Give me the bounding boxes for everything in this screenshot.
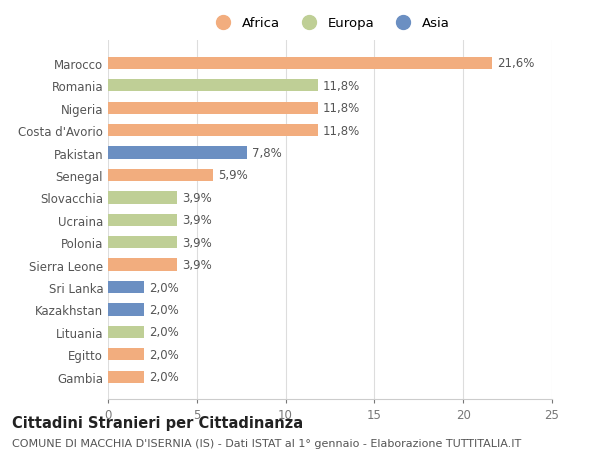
Bar [108,236,177,249]
Bar [108,259,177,271]
Text: 2,0%: 2,0% [149,348,179,361]
Bar [108,348,143,361]
Bar [108,214,177,226]
Text: 5,9%: 5,9% [218,169,248,182]
Bar [108,102,317,115]
Text: 3,9%: 3,9% [182,214,212,227]
Bar [108,304,143,316]
Bar [108,57,491,70]
Text: 21,6%: 21,6% [497,57,535,70]
Legend: Africa, Europa, Asia: Africa, Europa, Asia [205,12,455,36]
Bar [108,281,143,294]
Text: 2,0%: 2,0% [149,303,179,316]
Text: 3,9%: 3,9% [182,236,212,249]
Text: 3,9%: 3,9% [182,191,212,204]
Bar [108,80,317,92]
Text: 11,8%: 11,8% [323,102,360,115]
Text: 2,0%: 2,0% [149,281,179,294]
Text: Cittadini Stranieri per Cittadinanza: Cittadini Stranieri per Cittadinanza [12,415,303,431]
Bar [108,125,317,137]
Text: 7,8%: 7,8% [252,147,281,160]
Text: 2,0%: 2,0% [149,370,179,383]
Text: 2,0%: 2,0% [149,326,179,339]
Bar [108,192,177,204]
Text: 11,8%: 11,8% [323,124,360,137]
Bar [108,326,143,338]
Text: COMUNE DI MACCHIA D'ISERNIA (IS) - Dati ISTAT al 1° gennaio - Elaborazione TUTTI: COMUNE DI MACCHIA D'ISERNIA (IS) - Dati … [12,438,521,448]
Text: 3,9%: 3,9% [182,258,212,272]
Bar [108,169,213,182]
Bar [108,147,247,159]
Bar [108,371,143,383]
Text: 11,8%: 11,8% [323,79,360,93]
